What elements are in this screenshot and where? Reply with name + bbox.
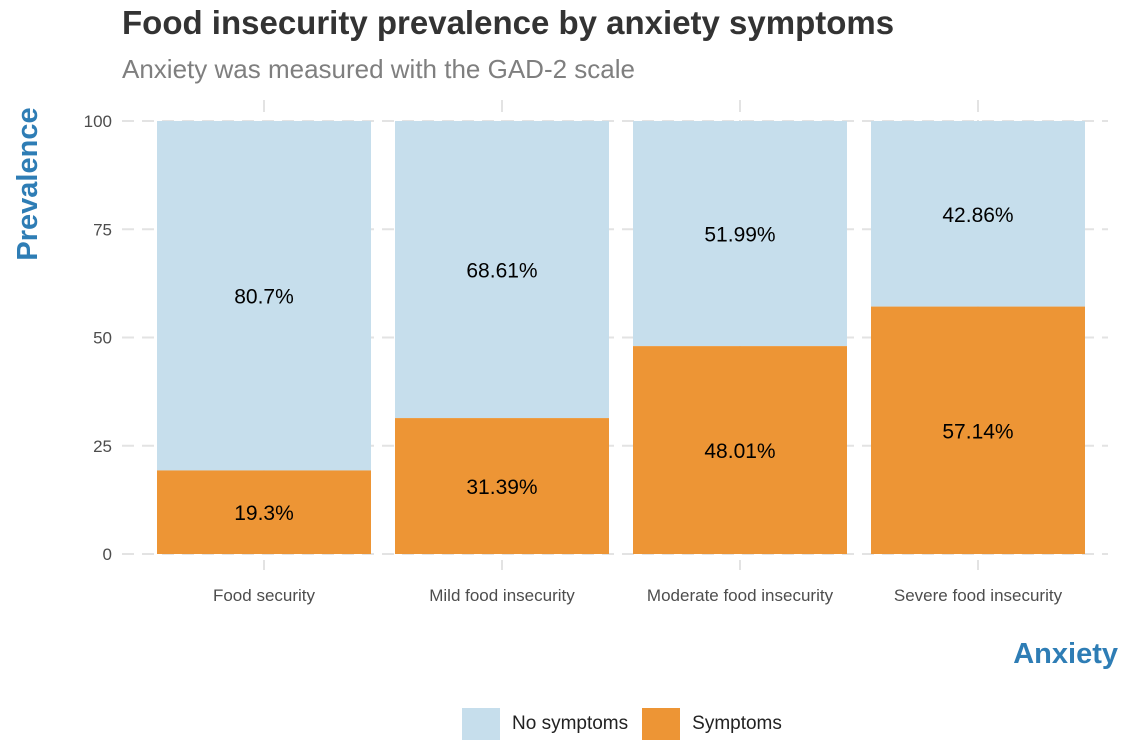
y-tick-label: 100	[84, 112, 112, 131]
bar-symptoms	[395, 418, 609, 554]
bar-no-symptoms	[157, 121, 371, 471]
data-label-symptoms: 19.3%	[234, 502, 294, 525]
legend-item-symptoms: Symptoms	[642, 708, 782, 740]
legend: No symptoms Symptoms	[462, 708, 796, 740]
bar-no-symptoms	[395, 121, 609, 419]
data-label-no-symptoms: 80.7%	[234, 286, 294, 309]
x-tick-label: Moderate food insecurity	[647, 586, 834, 605]
x-tick-label: Severe food insecurity	[894, 586, 1063, 605]
y-tick-label: 25	[93, 437, 112, 456]
x-axis-title: Anxiety	[1013, 638, 1118, 670]
x-tick-label: Mild food insecurity	[429, 586, 575, 605]
data-label-no-symptoms: 68.61%	[466, 260, 537, 283]
y-tick-label: 0	[103, 545, 112, 564]
bar-no-symptoms	[871, 121, 1085, 307]
y-tick-label: 75	[93, 220, 112, 239]
data-label-symptoms: 57.14%	[942, 420, 1013, 443]
y-tick-label: 50	[93, 329, 112, 348]
bar-symptoms	[871, 306, 1085, 554]
legend-label-no-symptoms: No symptoms	[512, 713, 629, 734]
legend-swatch-no-symptoms	[462, 708, 500, 740]
data-label-no-symptoms: 51.99%	[704, 224, 775, 247]
legend-swatch-symptoms	[642, 708, 681, 740]
bar-symptoms	[633, 346, 847, 554]
chart-title: Food insecurity prevalence by anxiety sy…	[122, 4, 895, 41]
data-label-symptoms: 48.01%	[704, 440, 775, 463]
y-axis-title: Prevalence	[12, 107, 44, 260]
bar-no-symptoms	[633, 121, 847, 347]
chart-subtitle: Anxiety was measured with the GAD-2 scal…	[122, 54, 635, 84]
legend-label-symptoms: Symptoms	[692, 713, 782, 734]
x-tick-label: Food security	[213, 586, 316, 605]
data-label-no-symptoms: 42.86%	[942, 204, 1013, 227]
data-label-symptoms: 31.39%	[466, 476, 537, 499]
stacked-bar-chart: 0 25 50 75 100 80.7% 19.3% Food security 68.61% 3…	[12, 100, 1118, 670]
legend-item-no-symptoms: No symptoms	[462, 708, 628, 740]
bar-symptoms	[157, 470, 371, 554]
